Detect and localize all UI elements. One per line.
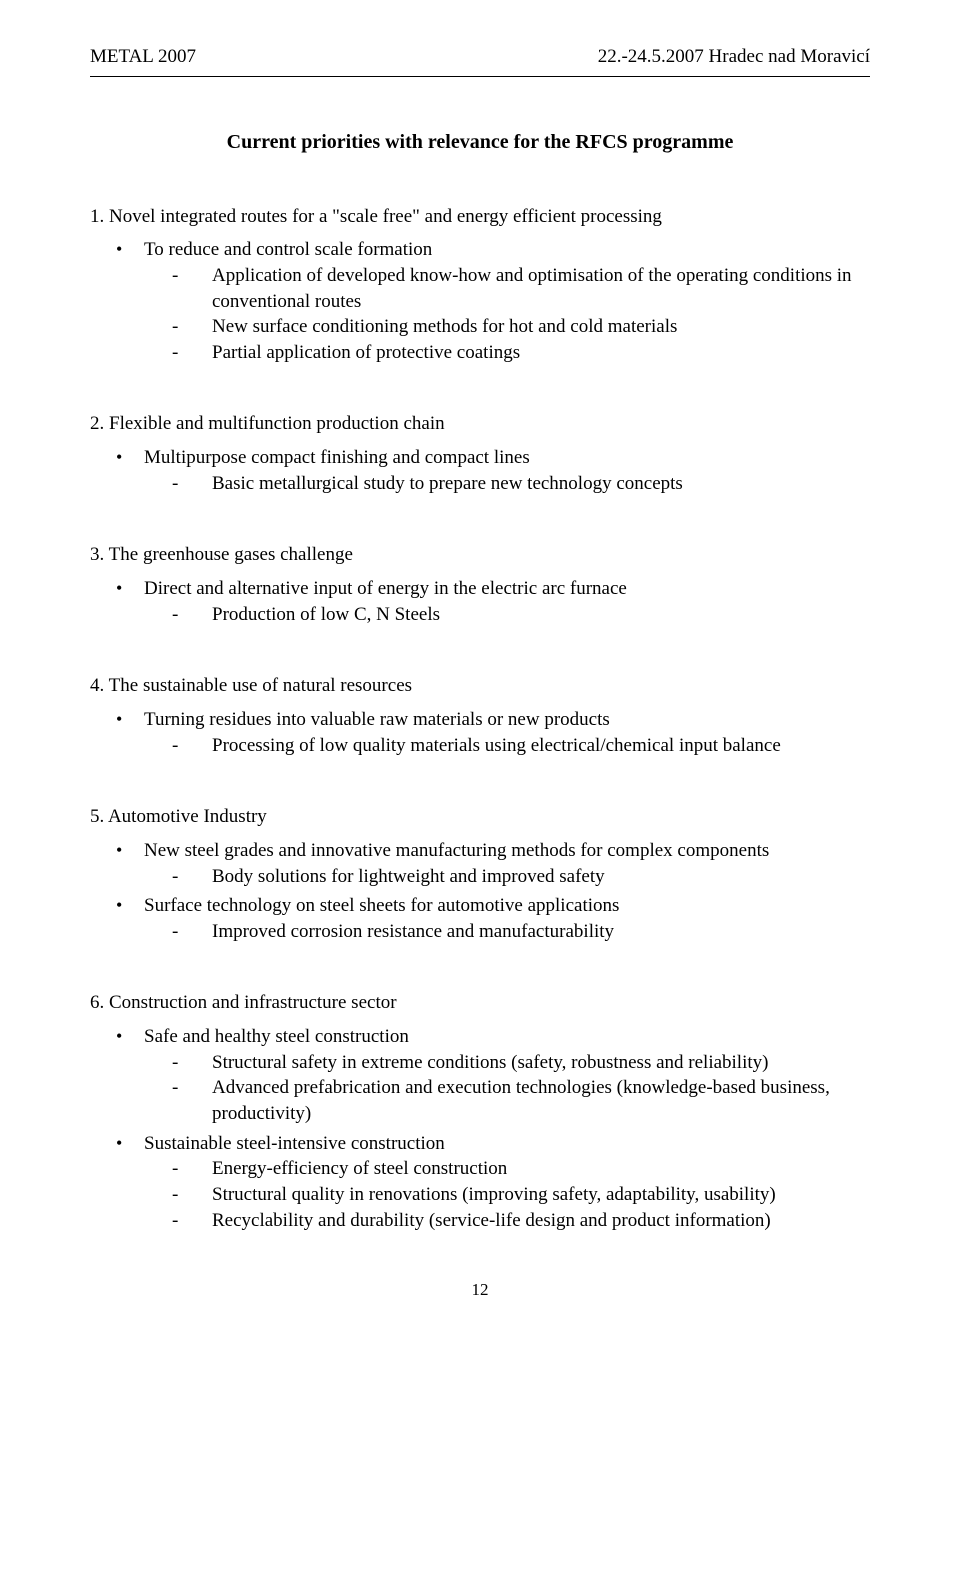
dash-item: Recyclability and durability (service-li… <box>172 1208 870 1234</box>
dash-item: Energy-efficiency of steel construction <box>172 1156 870 1182</box>
header-right: 22.-24.5.2007 Hradec nad Moravicí <box>598 44 870 70</box>
header-left: METAL 2007 <box>90 44 196 70</box>
bullet-item: Safe and healthy steel constructionStruc… <box>116 1024 870 1127</box>
dash-item: Partial application of protective coatin… <box>172 340 870 366</box>
section-item: 6. Construction and infrastructure secto… <box>90 990 870 1233</box>
section-item: 4. The sustainable use of natural resour… <box>90 673 870 758</box>
bullet-text: Surface technology on steel sheets for a… <box>144 893 870 919</box>
dash-item: Basic metallurgical study to prepare new… <box>172 471 870 497</box>
section-title: 4. The sustainable use of natural resour… <box>90 673 870 699</box>
section-title: 5. Automotive Industry <box>90 804 870 830</box>
dash-list: Basic metallurgical study to prepare new… <box>144 471 870 497</box>
header-rule <box>90 76 870 77</box>
bullet-item: Sustainable steel-intensive construction… <box>116 1131 870 1234</box>
bullet-text: Direct and alternative input of energy i… <box>144 576 870 602</box>
section-item: 2. Flexible and multifunction production… <box>90 411 870 496</box>
bullet-list: Turning residues into valuable raw mater… <box>90 707 870 758</box>
document-title: Current priorities with relevance for th… <box>90 129 870 156</box>
dash-item: Structural quality in renovations (impro… <box>172 1182 870 1208</box>
bullet-list: New steel grades and innovative manufact… <box>90 838 870 945</box>
dash-item: New surface conditioning methods for hot… <box>172 314 870 340</box>
bullet-text: Safe and healthy steel construction <box>144 1024 870 1050</box>
bullet-list: Safe and healthy steel constructionStruc… <box>90 1024 870 1233</box>
dash-list: Improved corrosion resistance and manufa… <box>144 919 870 945</box>
bullet-item: Direct and alternative input of energy i… <box>116 576 870 627</box>
sections-list: 1. Novel integrated routes for a "scale … <box>90 204 870 1234</box>
section-item: 1. Novel integrated routes for a "scale … <box>90 204 870 366</box>
page-number: 12 <box>90 1279 870 1302</box>
bullet-list: To reduce and control scale formationApp… <box>90 237 870 365</box>
document-page: METAL 2007 22.-24.5.2007 Hradec nad Mora… <box>0 0 960 1342</box>
dash-list: Structural safety in extreme conditions … <box>144 1050 870 1127</box>
dash-item: Advanced prefabrication and execution te… <box>172 1075 870 1126</box>
bullet-text: Turning residues into valuable raw mater… <box>144 707 870 733</box>
bullet-item: New steel grades and innovative manufact… <box>116 838 870 889</box>
dash-item: Production of low C, N Steels <box>172 602 870 628</box>
section-item: 5. Automotive Industry New steel grades a… <box>90 804 870 944</box>
dash-item: Body solutions for lightweight and impro… <box>172 864 870 890</box>
section-title: 1. Novel integrated routes for a "scale … <box>90 204 870 230</box>
dash-list: Energy-efficiency of steel constructionS… <box>144 1156 870 1233</box>
dash-item: Processing of low quality materials usin… <box>172 733 870 759</box>
dash-list: Body solutions for lightweight and impro… <box>144 864 870 890</box>
bullet-item: Surface technology on steel sheets for a… <box>116 893 870 944</box>
dash-item: Improved corrosion resistance and manufa… <box>172 919 870 945</box>
section-title: 3. The greenhouse gases challenge <box>90 542 870 568</box>
dash-item: Structural safety in extreme conditions … <box>172 1050 870 1076</box>
dash-list: Application of developed know-how and op… <box>144 263 870 366</box>
dash-list: Processing of low quality materials usin… <box>144 733 870 759</box>
dash-list: Production of low C, N Steels <box>144 602 870 628</box>
dash-item: Application of developed know-how and op… <box>172 263 870 314</box>
bullet-list: Multipurpose compact finishing and compa… <box>90 445 870 496</box>
bullet-text: Multipurpose compact finishing and compa… <box>144 445 870 471</box>
bullet-text: New steel grades and innovative manufact… <box>144 838 870 864</box>
page-header: METAL 2007 22.-24.5.2007 Hradec nad Mora… <box>90 44 870 70</box>
bullet-item: To reduce and control scale formationApp… <box>116 237 870 365</box>
section-item: 3. The greenhouse gases challenge Direct … <box>90 542 870 627</box>
bullet-item: Turning residues into valuable raw mater… <box>116 707 870 758</box>
bullet-list: Direct and alternative input of energy i… <box>90 576 870 627</box>
bullet-text: To reduce and control scale formation <box>144 237 870 263</box>
bullet-item: Multipurpose compact finishing and compa… <box>116 445 870 496</box>
bullet-text: Sustainable steel-intensive construction <box>144 1131 870 1157</box>
section-title: 2. Flexible and multifunction production… <box>90 411 870 437</box>
section-title: 6. Construction and infrastructure secto… <box>90 990 870 1016</box>
